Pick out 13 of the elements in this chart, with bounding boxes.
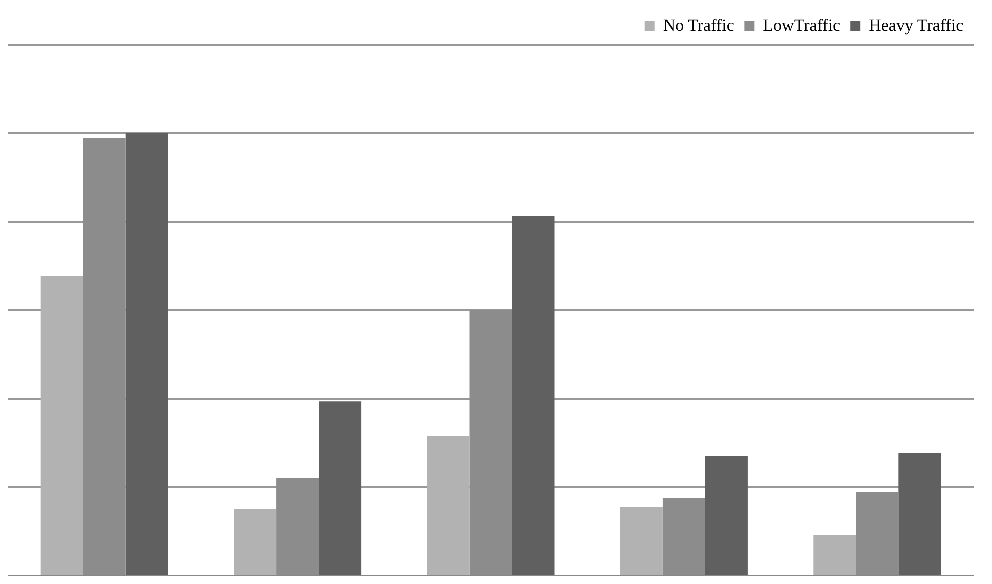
bar [234, 509, 277, 575]
bar [512, 216, 555, 575]
legend-label: Heavy Traffic [869, 16, 964, 35]
legend-label: LowTraffic [763, 16, 842, 35]
bar [126, 134, 168, 575]
bar [40, 276, 84, 575]
bar [705, 456, 748, 575]
bar [898, 453, 942, 575]
bar [620, 507, 663, 575]
legend-label: No Traffic [663, 16, 735, 35]
bar [319, 402, 362, 575]
bar [814, 535, 856, 575]
bar [427, 436, 470, 575]
